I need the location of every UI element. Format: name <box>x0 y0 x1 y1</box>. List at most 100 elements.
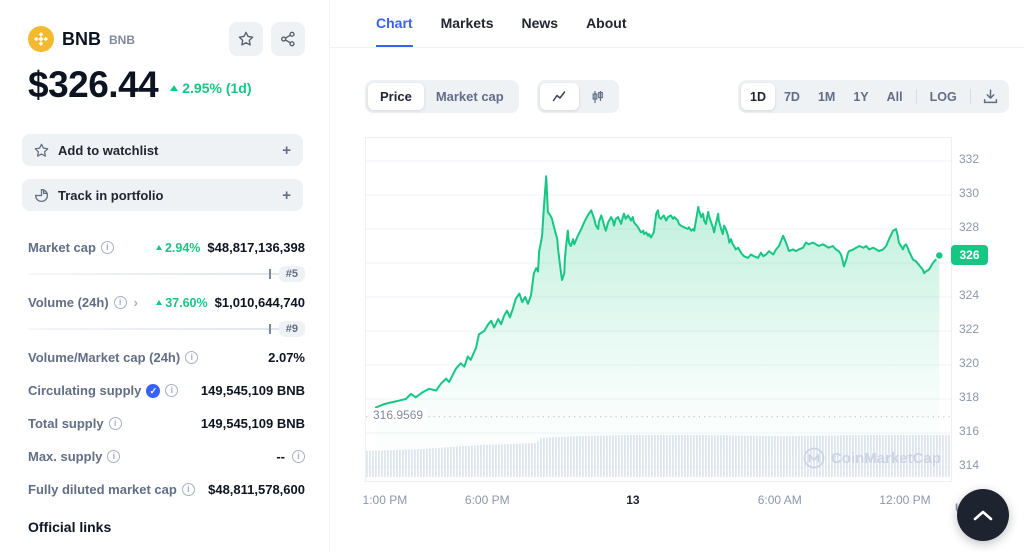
x-axis-label: 12:00 PM <box>879 493 931 507</box>
tab-news[interactable]: News <box>521 14 559 31</box>
stat-values: 2.94% $48,817,136,398 <box>155 240 305 255</box>
range-1y[interactable]: 1Y <box>853 89 869 104</box>
download-chart-button[interactable] <box>975 89 1006 104</box>
stat-label-text: Total supply <box>28 416 104 431</box>
stat-label-text: Volume/Market cap (24h) <box>28 350 181 365</box>
range-all[interactable]: All <box>886 89 903 104</box>
tab-about[interactable]: About <box>586 14 627 31</box>
prev-close-price-label: 316.9569 <box>369 407 428 422</box>
time-range-group: 1D 7D 1M 1Y All LOG <box>738 80 1009 113</box>
x-axis: 1:00 PM 6:00 PM 13 6:00 AM 12:00 PM <box>363 493 952 507</box>
info-icon[interactable]: i <box>181 483 195 496</box>
stat-line: Fully diluted market cap i $48,811,578,600 <box>28 482 305 497</box>
info-icon[interactable]: i <box>113 296 127 309</box>
y-axis-label: 320 <box>959 356 980 370</box>
rank-badge: #5 <box>278 266 305 282</box>
stat-label-text: Fully diluted market cap <box>28 482 177 497</box>
stat-label-text: Volume (24h) <box>28 295 109 310</box>
up-arrow-icon <box>156 300 163 305</box>
current-price-badge: 326 <box>951 244 988 265</box>
tab-chart[interactable]: Chart <box>376 0 413 47</box>
stat-line: Circulating supply ✓ i 149,545,109 BNB <box>28 383 305 398</box>
range-7d[interactable]: 7D <box>783 89 800 104</box>
range-1m[interactable]: 1M <box>817 89 836 104</box>
price-chart-plot[interactable]: 316.9569 CoinMarketCap <box>365 137 952 482</box>
log-scale-toggle[interactable]: LOG <box>929 89 957 104</box>
stat-values: -- i <box>276 449 305 464</box>
line-chart-icon <box>552 91 566 102</box>
main-panel: Chart Markets News About Price Market cap 1D… <box>330 0 1024 552</box>
y-axis-label: 324 <box>959 288 980 302</box>
stat-values: 149,545,109 BNB <box>201 416 305 431</box>
y-axis-label: 322 <box>959 322 980 336</box>
stat-change-text: 37.60% <box>165 295 208 310</box>
candlestick-chart-toggle[interactable] <box>579 83 616 110</box>
info-icon[interactable]: i <box>108 417 122 430</box>
line-chart-toggle[interactable] <box>540 83 580 110</box>
watermark-text: CoinMarketCap <box>830 449 941 467</box>
coin-symbol: BNB <box>109 33 135 47</box>
chart-area: 316.9569 CoinMarketCap 332 330 328 326 324 32… <box>363 137 1024 537</box>
metric-price[interactable]: Price <box>368 83 424 110</box>
plus-icon: + <box>282 186 291 204</box>
stat-row-total-supply: Total supply i 149,545,109 BNB <box>28 416 305 431</box>
x-axis-label: 6:00 AM <box>757 493 802 507</box>
stat-change: 2.94% <box>155 241 200 255</box>
price-chart-svg <box>366 160 951 478</box>
stat-value: 2.07% <box>268 350 305 365</box>
progress-marker <box>268 269 271 279</box>
stat-value: $1,010,644,740 <box>214 295 305 310</box>
watermark: CoinMarketCap <box>803 447 941 469</box>
chevron-right-icon[interactable]: › <box>133 295 139 310</box>
pie-chart-icon <box>34 188 49 202</box>
chart-controls: Price Market cap 1D 7D 1M 1Y All LOG <box>365 80 1024 113</box>
range-1d[interactable]: 1D <box>741 83 775 110</box>
info-icon[interactable]: i <box>185 351 199 364</box>
download-icon <box>983 89 997 104</box>
chart-type-toggle <box>537 80 620 113</box>
star-icon <box>238 31 254 46</box>
watchlist-star-button[interactable] <box>229 22 263 56</box>
stat-value: 149,545,109 BNB <box>200 416 305 431</box>
stat-values: 37.60% $1,010,644,740 <box>156 295 305 310</box>
scroll-to-top-button[interactable] <box>957 489 1009 541</box>
up-arrow-icon <box>170 85 179 91</box>
info-icon[interactable]: i <box>100 241 114 254</box>
stat-label: Market cap i <box>28 240 114 255</box>
stat-row-circulating-supply: Circulating supply ✓ i 149,545,109 BNB <box>28 383 305 398</box>
verified-icon: ✓ <box>146 383 161 398</box>
up-arrow-icon <box>155 245 162 250</box>
stat-line: Max. supply i -- i <box>28 449 305 464</box>
stat-line: Volume/Market cap (24h) i 2.07% <box>28 350 305 365</box>
plus-icon: + <box>282 141 291 159</box>
track-in-portfolio-button[interactable]: Track in portfolio + <box>22 179 303 211</box>
stat-row-max-supply: Max. supply i -- i <box>28 449 305 464</box>
share-button[interactable] <box>271 22 305 56</box>
rank-badge: #9 <box>278 321 305 337</box>
star-icon <box>34 143 49 157</box>
stat-label: Volume (24h) i › <box>28 295 138 310</box>
info-icon[interactable]: i <box>165 384 179 397</box>
info-icon[interactable]: i <box>107 450 121 463</box>
stat-value: 149,545,109 BNB <box>200 383 305 398</box>
add-to-watchlist-button[interactable]: Add to watchlist + <box>22 134 303 166</box>
x-axis-label: 6:00 PM <box>464 493 510 507</box>
info-icon[interactable]: i <box>292 450 305 463</box>
stat-label: Max. supply i <box>28 449 121 464</box>
tab-markets[interactable]: Markets <box>440 14 494 31</box>
y-axis-label: 314 <box>959 458 980 472</box>
metric-market-cap[interactable]: Market cap <box>435 89 504 104</box>
stat-value: -- <box>276 449 285 464</box>
coin-price: $326.44 <box>28 64 159 105</box>
price-line <box>374 175 941 409</box>
price-change: 2.95% (1d) <box>170 80 252 96</box>
divider <box>915 89 917 104</box>
y-axis-label: 318 <box>959 390 980 404</box>
stat-row-volume-market-cap-24h: Volume/Market cap (24h) i 2.07% <box>28 350 305 365</box>
stat-label: Circulating supply ✓ i <box>28 383 179 398</box>
live-price-dot <box>934 250 945 261</box>
candlestick-icon <box>592 90 604 103</box>
progress-marker <box>268 324 271 334</box>
stat-progress-bar: #5 <box>28 266 305 282</box>
stat-line: Total supply i 149,545,109 BNB <box>28 416 305 431</box>
